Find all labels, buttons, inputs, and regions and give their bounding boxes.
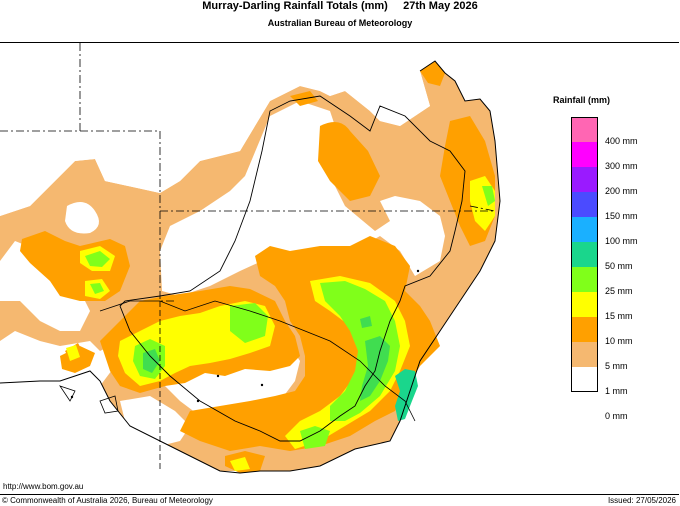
rain-band-25mm: [143, 316, 390, 401]
legend-label: 100 mm: [605, 236, 638, 246]
copyright-text: © Commonwealth of Australia 2026, Bureau…: [2, 496, 213, 505]
issued-date: Issued: 27/05/2026: [607, 496, 676, 505]
legend-swatch: [571, 142, 598, 167]
legend-swatch: [571, 217, 598, 242]
legend-label: 200 mm: [605, 186, 638, 196]
rainfall-map: [0, 43, 501, 474]
rain-band-50mm: [395, 369, 418, 421]
town-markers: [70, 269, 420, 403]
bom-url[interactable]: http://www.bom.gov.au: [3, 482, 84, 491]
map-frame: [0, 42, 679, 495]
legend-label: 0 mm: [605, 411, 628, 421]
legend-swatch: [571, 342, 598, 367]
legend-label: 400 mm: [605, 136, 638, 146]
legend-label: 150 mm: [605, 211, 638, 221]
map-title: Murray-Darling Rainfall Totals (mm) 27th…: [202, 0, 478, 12]
legend-label: 15 mm: [605, 311, 633, 321]
rain-band-15mm: [85, 186, 495, 449]
legend-label: 25 mm: [605, 286, 633, 296]
legend-swatch: [571, 267, 598, 292]
legend-label: 50 mm: [605, 261, 633, 271]
legend-title: Rainfall (mm): [553, 95, 611, 105]
legend-label: 5 mm: [605, 361, 628, 371]
legend-swatch: [571, 192, 598, 217]
legend-label: 1 mm: [605, 386, 628, 396]
boundaries: [0, 43, 501, 474]
legend-swatch: [571, 367, 598, 392]
map-subtitle: Australian Bureau of Meteorology: [267, 18, 413, 28]
legend-swatch: [571, 242, 598, 267]
legend-swatch: [571, 167, 598, 192]
legend-label: 10 mm: [605, 336, 633, 346]
legend-swatch: [571, 117, 598, 142]
legend-swatch: [571, 292, 598, 317]
legend-label: 300 mm: [605, 161, 638, 171]
legend-swatch: [571, 317, 598, 342]
